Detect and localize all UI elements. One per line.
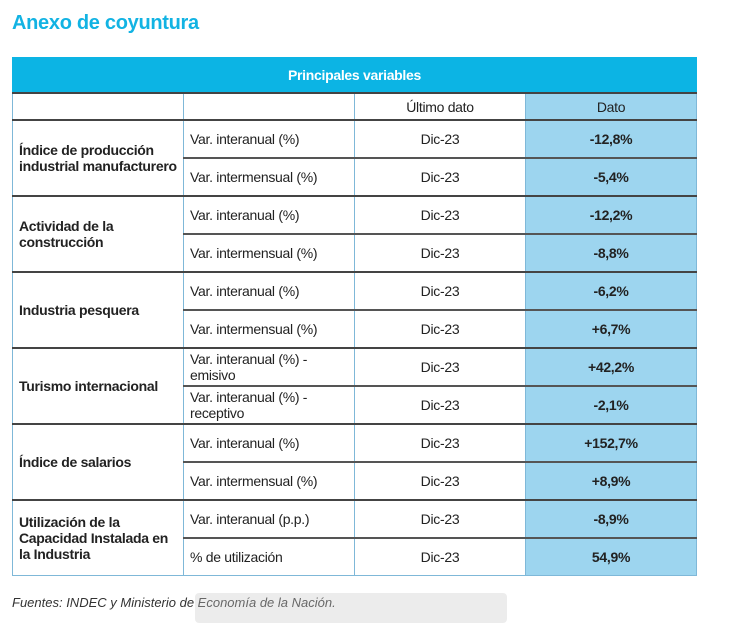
indicator-cell: % de utilización bbox=[183, 537, 355, 576]
group-label: Utilización de la Capacidad Instalada en… bbox=[12, 499, 184, 576]
period-cell: Dic-23 bbox=[354, 119, 526, 159]
principal-variables-table: Principales variables Último dato Dato Í… bbox=[12, 57, 697, 576]
value-cell: -12,2% bbox=[525, 195, 697, 235]
value-cell: -2,1% bbox=[525, 385, 697, 425]
indicator-cell: Var. interanual (%) - receptivo bbox=[183, 385, 355, 425]
value-cell: -5,4% bbox=[525, 157, 697, 197]
table-row: Utilización de la Capacidad Instalada en… bbox=[12, 499, 697, 576]
table-row: Var. intermensual (%) Dic-23 -5,4% bbox=[13, 157, 697, 197]
column-header-row: Último dato Dato bbox=[12, 92, 697, 121]
value-cell: +6,7% bbox=[525, 309, 697, 349]
table-row: % de utilización Dic-23 54,9% bbox=[13, 537, 697, 576]
period-cell: Dic-23 bbox=[354, 271, 526, 311]
page-title: Anexo de coyuntura bbox=[12, 12, 199, 34]
table-caption: Principales variables bbox=[12, 57, 697, 94]
indicator-cell: Var. interanual (p.p.) bbox=[183, 499, 355, 539]
group-label: Turismo internacional bbox=[12, 347, 184, 425]
period-cell: Dic-23 bbox=[354, 385, 526, 425]
table-row: Índice de producción industrial manufact… bbox=[12, 119, 697, 197]
group-label: Industria pesquera bbox=[12, 271, 184, 349]
table-row: Var. intermensual (%) Dic-23 +8,9% bbox=[13, 461, 697, 501]
table-row: Var. intermensual (%) Dic-23 -8,8% bbox=[13, 233, 697, 273]
group-label: Índice de producción industrial manufact… bbox=[12, 119, 184, 197]
table-row: Turismo internacional Var. interanual (%)… bbox=[12, 347, 697, 425]
period-cell: Dic-23 bbox=[354, 195, 526, 235]
indicator-cell: Var. intermensual (%) bbox=[183, 461, 355, 501]
table-row: Actividad de la construcción Var. interan… bbox=[12, 195, 697, 273]
table-row: Var. intermensual (%) Dic-23 +6,7% bbox=[13, 309, 697, 349]
group-label: Actividad de la construcción bbox=[12, 195, 184, 273]
indicator-cell: Var. interanual (%) bbox=[183, 195, 355, 235]
column-header bbox=[183, 92, 355, 121]
value-cell: 54,9% bbox=[525, 537, 697, 576]
table-row: Industria pesquera Var. interanual (%) Dic… bbox=[12, 271, 697, 349]
value-cell: -6,2% bbox=[525, 271, 697, 311]
period-cell: Dic-23 bbox=[354, 157, 526, 197]
indicator-cell: Var. interanual (%) bbox=[183, 119, 355, 159]
period-cell: Dic-23 bbox=[354, 347, 526, 387]
period-cell: Dic-23 bbox=[354, 499, 526, 539]
indicator-cell: Var. interanual (%) bbox=[183, 423, 355, 463]
value-cell: +8,9% bbox=[525, 461, 697, 501]
value-cell: +152,7% bbox=[525, 423, 697, 463]
table-row: Var. interanual (%) - receptivo Dic-23 -2,… bbox=[13, 385, 697, 425]
indicator-cell: Var. intermensual (%) bbox=[183, 309, 355, 349]
viewer-toolbar-overlay bbox=[195, 593, 507, 623]
value-cell: +42,2% bbox=[525, 347, 697, 387]
column-header-dato: Dato bbox=[525, 92, 697, 121]
indicator-cell: Var. intermensual (%) bbox=[183, 157, 355, 197]
value-cell: -8,9% bbox=[525, 499, 697, 539]
indicator-cell: Var. interanual (%) - emisivo bbox=[183, 347, 355, 387]
period-cell: Dic-23 bbox=[354, 233, 526, 273]
value-cell: -8,8% bbox=[525, 233, 697, 273]
source-note: Fuentes: INDEC y Ministerio de Economía … bbox=[12, 595, 336, 610]
period-cell: Dic-23 bbox=[354, 309, 526, 349]
indicator-cell: Var. intermensual (%) bbox=[183, 233, 355, 273]
column-header-ultimo-dato: Último dato bbox=[354, 92, 526, 121]
table-row: Índice de salarios Var. interanual (%) Dic… bbox=[12, 423, 697, 501]
period-cell: Dic-23 bbox=[354, 423, 526, 463]
indicator-cell: Var. interanual (%) bbox=[183, 271, 355, 311]
value-cell: -12,8% bbox=[525, 119, 697, 159]
period-cell: Dic-23 bbox=[354, 537, 526, 576]
group-label: Índice de salarios bbox=[12, 423, 184, 501]
column-header bbox=[12, 92, 184, 121]
period-cell: Dic-23 bbox=[354, 461, 526, 501]
